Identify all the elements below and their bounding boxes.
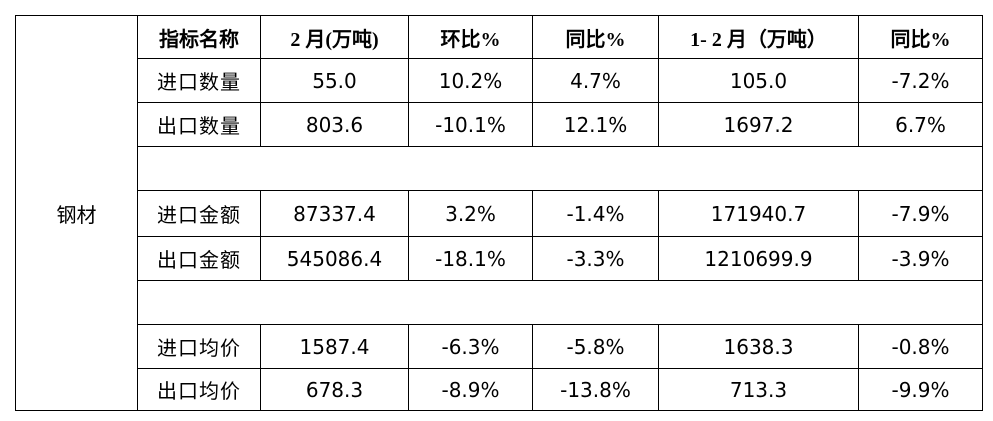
header-cell: 1- 2 月（万吨）	[658, 15, 859, 59]
header-cell: 环比%	[408, 15, 533, 59]
value-cell: 1638.3	[658, 324, 859, 369]
value-cell: -0.8%	[858, 324, 983, 369]
row-label: 进口均价	[137, 324, 261, 369]
value-cell: 1210699.9	[658, 236, 859, 281]
value-cell: -6.3%	[408, 324, 533, 369]
value-cell: 713.3	[658, 368, 859, 411]
value-cell: -18.1%	[408, 236, 533, 281]
row-label: 进口金额	[137, 190, 261, 237]
value-cell: 4.7%	[532, 58, 659, 103]
value-cell: 803.6	[260, 102, 409, 147]
value-cell: -5.8%	[532, 324, 659, 369]
value-cell: 10.2%	[408, 58, 533, 103]
spacer-row	[137, 146, 983, 191]
value-cell: -1.4%	[532, 190, 659, 237]
value-cell: -9.9%	[858, 368, 983, 411]
value-cell: -7.9%	[858, 190, 983, 237]
header-cell: 指标名称	[137, 15, 261, 59]
value-cell: -3.3%	[532, 236, 659, 281]
value-cell: 87337.4	[260, 190, 409, 237]
value-cell: 1587.4	[260, 324, 409, 369]
value-cell: 55.0	[260, 58, 409, 103]
header-cell: 2 月(万吨)	[260, 15, 409, 59]
value-cell: 1697.2	[658, 102, 859, 147]
spacer-row	[137, 280, 983, 325]
value-cell: 545086.4	[260, 236, 409, 281]
value-cell: 678.3	[260, 368, 409, 411]
row-label: 出口均价	[137, 368, 261, 411]
value-cell: -7.2%	[858, 58, 983, 103]
value-cell: 12.1%	[532, 102, 659, 147]
value-cell: 6.7%	[858, 102, 983, 147]
row-label: 进口数量	[137, 58, 261, 103]
value-cell: 105.0	[658, 58, 859, 103]
header-cell: 同比%	[858, 15, 983, 59]
row-label: 出口金额	[137, 236, 261, 281]
value-cell: -10.1%	[408, 102, 533, 147]
value-cell: -13.8%	[532, 368, 659, 411]
value-cell: -3.9%	[858, 236, 983, 281]
value-cell: 3.2%	[408, 190, 533, 237]
side-label: 钢材	[15, 15, 138, 411]
header-cell: 同比%	[532, 15, 659, 59]
row-label: 出口数量	[137, 102, 261, 147]
value-cell: 171940.7	[658, 190, 859, 237]
value-cell: -8.9%	[408, 368, 533, 411]
